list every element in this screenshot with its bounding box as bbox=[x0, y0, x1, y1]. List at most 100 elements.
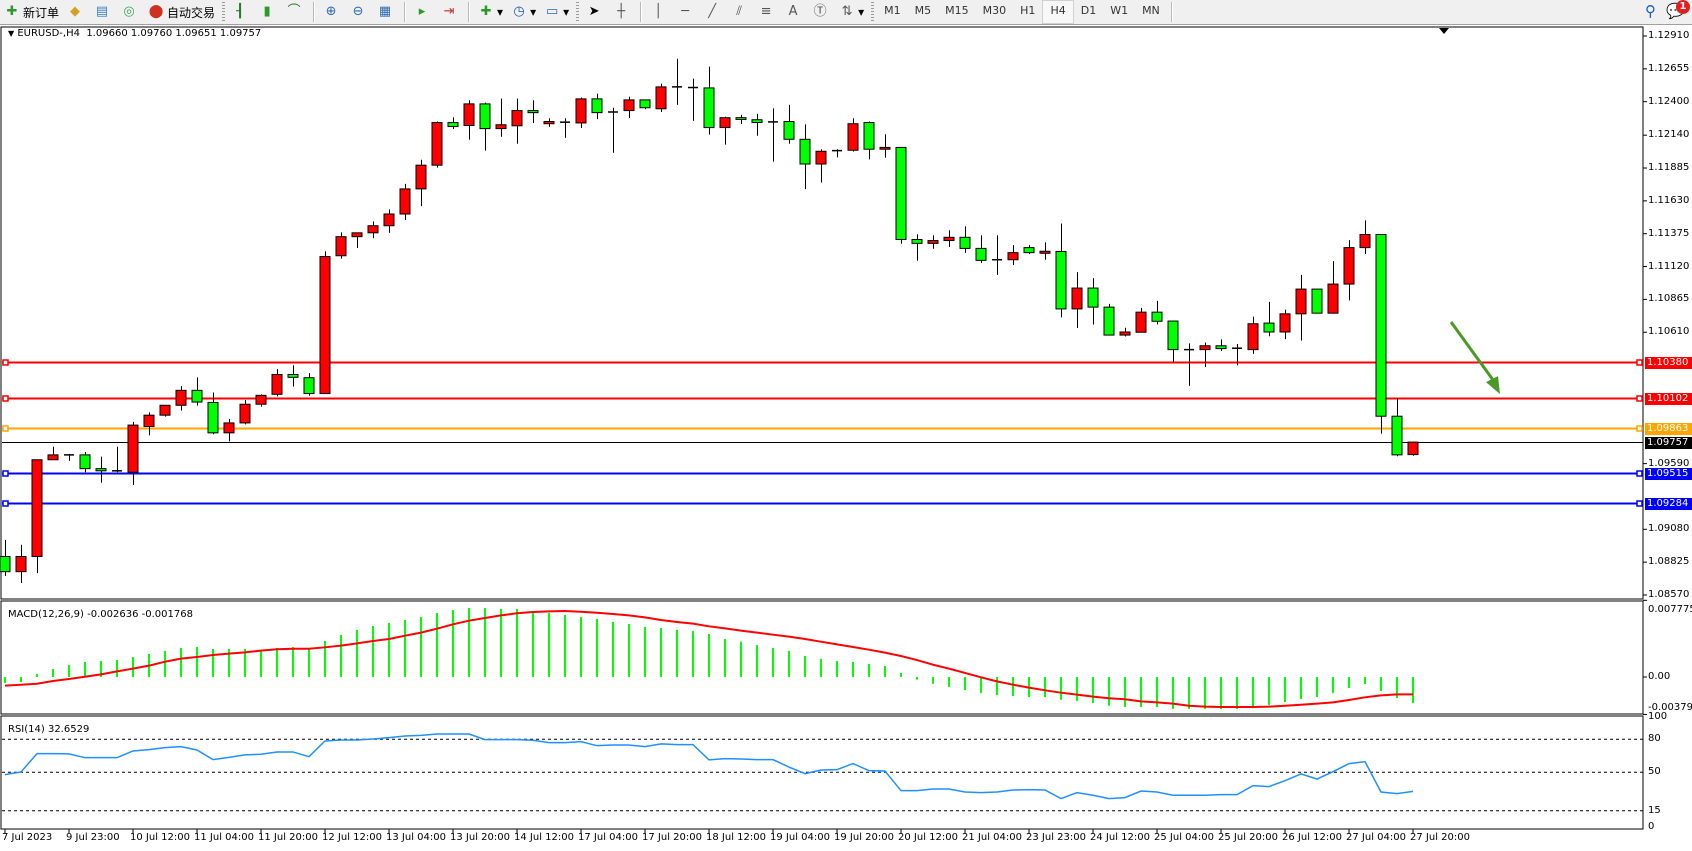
price-axis-label: 1.10865 bbox=[1648, 293, 1690, 305]
candle-body bbox=[143, 414, 155, 428]
price-line-tag[interactable]: 1.09515 bbox=[1645, 467, 1692, 480]
timeframe-m15-button[interactable]: M15 bbox=[945, 4, 969, 17]
toolbar-grip bbox=[222, 2, 226, 22]
macd-histogram-bar bbox=[276, 648, 278, 677]
macd-histogram-bar bbox=[1252, 677, 1254, 707]
line-chart-button[interactable]: ⌒ bbox=[282, 1, 309, 23]
navigator-icon: ▤ bbox=[95, 4, 109, 19]
candlestick-button[interactable]: ▮ bbox=[255, 1, 282, 23]
indicators-button[interactable]: ✚ ▾ bbox=[474, 1, 507, 23]
candle-body bbox=[511, 110, 523, 127]
candle-body bbox=[495, 124, 507, 130]
chart-shift-button[interactable]: ⇥ bbox=[437, 1, 464, 23]
candle-body bbox=[1071, 287, 1083, 310]
search-icon[interactable]: ⚲ bbox=[1645, 2, 1656, 20]
equidistant-channel-button[interactable]: ⫽ bbox=[727, 1, 754, 23]
price-axis-label: 1.12140 bbox=[1648, 129, 1690, 141]
macd-histogram-bar bbox=[1076, 677, 1078, 701]
auto-trading-button[interactable]: ⬤ 自动交易 bbox=[144, 1, 219, 23]
candle-body bbox=[79, 454, 91, 470]
arrows-button[interactable]: ⇅ ▾ bbox=[835, 1, 868, 23]
timeframe-h4-button[interactable]: H4 bbox=[1042, 0, 1074, 24]
timeframe-h1-button[interactable]: H1 bbox=[1020, 4, 1036, 17]
timeframe-m5-button[interactable]: M5 bbox=[914, 4, 932, 17]
candle-body bbox=[735, 117, 747, 120]
trendline-button[interactable]: ╱ bbox=[700, 1, 727, 23]
macd-histogram-bar bbox=[836, 661, 838, 677]
rsi-line bbox=[4, 733, 1414, 800]
macd-histogram-bar bbox=[180, 648, 182, 677]
rsi-label: RSI(14) 32.6529 bbox=[8, 724, 90, 735]
timeframe-m30-button[interactable]: M30 bbox=[982, 4, 1007, 17]
chart-shift-icon: ⇥ bbox=[443, 4, 455, 19]
new-order-button[interactable]: ✚ 新订单 bbox=[0, 1, 63, 23]
macd-histogram-bar bbox=[1140, 677, 1142, 707]
fibonacci-button[interactable]: ≡ bbox=[754, 1, 781, 23]
macd-histogram-bar bbox=[1396, 677, 1398, 699]
market-watch-button[interactable]: ◆ bbox=[63, 1, 90, 23]
line-handle-left bbox=[2, 395, 9, 402]
candle-body bbox=[431, 122, 443, 166]
candle-body bbox=[623, 99, 635, 112]
navigator-button[interactable]: ▤ bbox=[90, 1, 117, 23]
timeframe-mn-button[interactable]: MN bbox=[1142, 4, 1160, 17]
tile-windows-button[interactable]: ▦ bbox=[373, 1, 400, 23]
candlestick-icon: ▮ bbox=[263, 4, 271, 19]
candle-body bbox=[751, 119, 763, 124]
candle-body bbox=[159, 404, 171, 416]
auto-trading-label: 自动交易 bbox=[167, 5, 216, 20]
candle-body bbox=[799, 138, 811, 165]
time-axis-label: 27 Jul 04:00 bbox=[1346, 832, 1406, 843]
price-line-tag[interactable]: 1.09284 bbox=[1645, 497, 1692, 510]
macd-histogram-bar bbox=[548, 612, 550, 677]
macd-histogram-bar bbox=[900, 672, 902, 677]
candle-body bbox=[863, 122, 875, 150]
text-label-button[interactable]: Ⓣ bbox=[808, 1, 835, 23]
zoom-out-button[interactable]: ⊖ bbox=[346, 1, 373, 23]
bar-chart-button[interactable]: ┨ bbox=[228, 1, 255, 23]
price-line-tag[interactable]: 1.10102 bbox=[1645, 392, 1692, 405]
periods-button[interactable]: ◷ ▾ bbox=[507, 1, 540, 23]
macd-histogram-bar bbox=[436, 612, 438, 677]
macd-histogram-bar bbox=[1332, 677, 1334, 693]
candle-body bbox=[207, 401, 219, 434]
line-handle-left bbox=[2, 500, 9, 507]
line-handle-left bbox=[2, 425, 9, 432]
price-line-tag[interactable]: 1.10380 bbox=[1645, 356, 1692, 369]
templates-icon: ▭ bbox=[545, 4, 559, 19]
timeframe-m1-button[interactable]: M1 bbox=[884, 4, 901, 17]
chart-symbol-ohlc: EURUSD-,H4 1.09660 1.09760 1.09651 1.097… bbox=[17, 28, 262, 39]
candle-body bbox=[959, 236, 971, 249]
chart-menu-triangle-icon[interactable]: ▼ bbox=[8, 29, 15, 38]
main-panel bbox=[0, 26, 1644, 600]
vertical-line-button[interactable]: │ bbox=[646, 1, 673, 23]
new-order-icon: ✚ bbox=[6, 4, 18, 19]
macd-axis-label: 0.007775 bbox=[1648, 604, 1692, 616]
macd-axis-label: 0.00 bbox=[1648, 671, 1671, 682]
price-line-tag[interactable]: 1.09863 bbox=[1645, 422, 1692, 435]
crosshair-button[interactable]: ┼ bbox=[609, 1, 636, 23]
macd-histogram-bar bbox=[660, 627, 662, 677]
chart-window[interactable]: ▼ EURUSD-,H4 1.09660 1.09760 1.09651 1.0… bbox=[0, 25, 1692, 851]
signals-button[interactable]: ◎ bbox=[117, 1, 144, 23]
timeframe-w1-button[interactable]: W1 bbox=[1110, 4, 1129, 17]
macd-histogram-bar bbox=[1060, 677, 1062, 700]
timeframe-d1-button[interactable]: D1 bbox=[1080, 4, 1097, 17]
candle-body bbox=[1343, 247, 1355, 285]
macd-histogram-bar bbox=[996, 677, 998, 696]
line-handle-right bbox=[1636, 359, 1643, 366]
horizontal-line-button[interactable]: ─ bbox=[673, 1, 700, 23]
candle-body bbox=[847, 123, 859, 151]
templates-button[interactable]: ▭ ▾ bbox=[545, 4, 570, 19]
zoom-in-button[interactable]: ⊕ bbox=[319, 1, 346, 23]
price-line-tag[interactable]: 1.09757 bbox=[1645, 436, 1692, 449]
candle-body bbox=[895, 146, 907, 241]
auto-scroll-button[interactable]: ▸ bbox=[410, 1, 437, 23]
candle-body bbox=[1391, 415, 1403, 456]
chart-canvas[interactable] bbox=[0, 25, 1692, 851]
notifications-button[interactable]: 💬 1 bbox=[1666, 0, 1690, 20]
text-button[interactable]: A bbox=[781, 1, 808, 23]
cursor-button[interactable]: ➤ bbox=[582, 1, 609, 23]
new-order-label: 新订单 bbox=[23, 5, 60, 20]
line-handle-left bbox=[2, 470, 9, 477]
